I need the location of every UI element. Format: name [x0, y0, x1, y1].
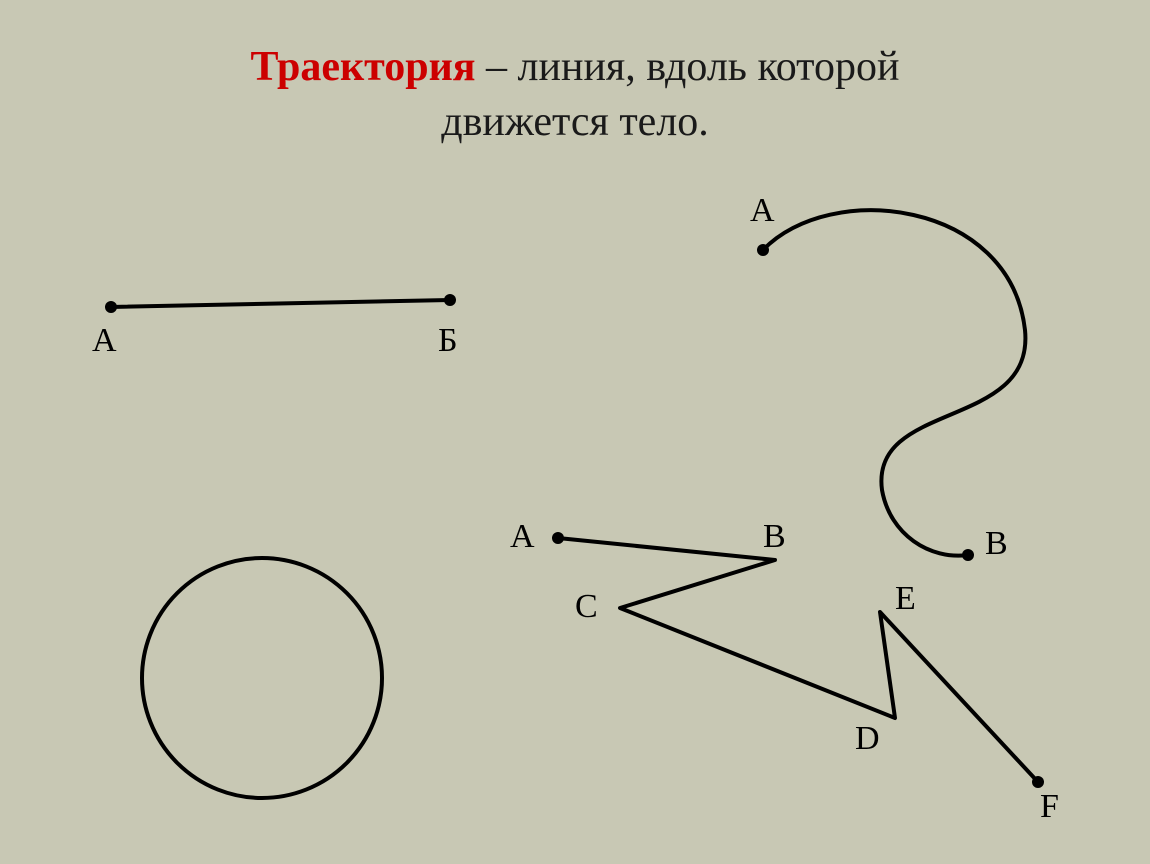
label-curve-b: В: [985, 525, 1008, 563]
label-line-a: А: [92, 322, 117, 360]
label-zigzag-e: E: [895, 580, 916, 618]
label-zigzag-f: F: [1040, 788, 1059, 826]
label-zigzag-b: B: [763, 518, 786, 556]
label-zigzag-d: D: [855, 720, 880, 758]
label-zigzag-a: A: [510, 518, 535, 556]
label-curve-a: А: [750, 192, 775, 230]
label-zigzag-c: C: [575, 588, 598, 626]
label-line-b: Б: [438, 322, 458, 360]
diagram-svg: [0, 0, 1150, 864]
